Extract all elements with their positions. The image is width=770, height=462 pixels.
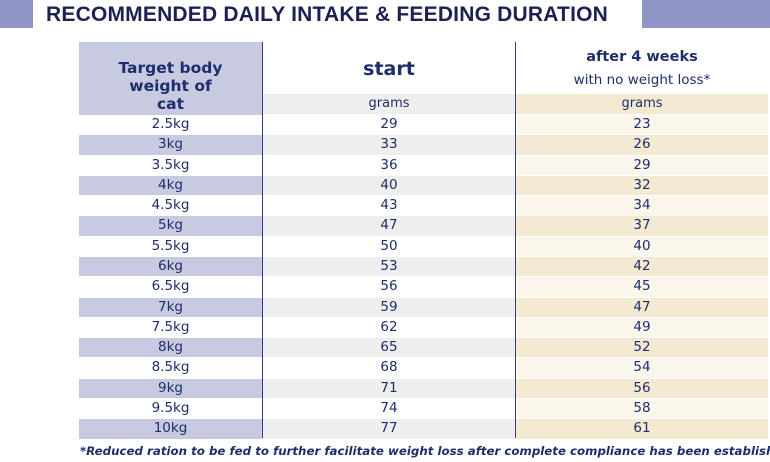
footnote: *Reduced ration to be fed to further fac…	[80, 444, 770, 458]
column-divider	[262, 42, 263, 438]
start-cell: 43	[263, 196, 515, 216]
table-row: 8kg 65 52	[79, 338, 768, 358]
table-row: 6kg 53 42	[79, 256, 768, 277]
after-cell: 49	[516, 317, 768, 338]
weight-cell: 10kg	[79, 419, 262, 439]
start-cell: 53	[263, 256, 515, 277]
weight-column-header: Target body weight of cat	[118, 59, 223, 113]
table-row: 5kg 47 37	[79, 216, 768, 236]
title-bar-right	[642, 0, 770, 28]
weight-cell: 8.5kg	[79, 358, 262, 378]
start-cell: 59	[263, 297, 515, 317]
weight-cell: 7.5kg	[79, 317, 262, 338]
after-cell: 40	[516, 236, 768, 257]
table-row: 4kg 40 32	[79, 175, 768, 196]
table-row: 7kg 59 47	[79, 297, 768, 317]
table-row: 3kg 33 26	[79, 135, 768, 155]
start-column-header: start	[363, 58, 415, 80]
start-cell: 65	[263, 338, 515, 358]
weight-cell: 6.5kg	[79, 277, 262, 297]
after-cell: 34	[516, 196, 768, 216]
start-cell: 77	[263, 419, 515, 439]
after-cell: 26	[516, 135, 768, 155]
weight-cell: 9.5kg	[79, 398, 262, 419]
start-cell: 40	[263, 175, 515, 196]
after-cell: 61	[516, 419, 768, 439]
after-cell: 52	[516, 338, 768, 358]
table-row: 9.5kg 74 58	[79, 398, 768, 419]
start-cell: 33	[263, 135, 515, 155]
after-cell: 42	[516, 256, 768, 277]
start-cell: 29	[263, 115, 515, 135]
intake-table: 2.5kg 29 23 3kg 33 26 3.5kg 36 29 4kg 40 32 4.5k…	[79, 115, 768, 440]
start-cell: 50	[263, 236, 515, 257]
weight-cell: 8kg	[79, 338, 262, 358]
weight-cell: 4kg	[79, 175, 262, 196]
table-row: 10kg 77 61	[79, 419, 768, 439]
table-row: 4.5kg 43 34	[79, 196, 768, 216]
page-title: RECOMMENDED DAILY INTAKE & FEEDING DURAT…	[46, 3, 609, 26]
start-cell: 74	[263, 398, 515, 419]
start-cell: 62	[263, 317, 515, 338]
table-row: 9kg 71 56	[79, 378, 768, 399]
table-row: 5.5kg 50 40	[79, 236, 768, 257]
weight-column-header-bg	[79, 42, 262, 116]
start-cell: 36	[263, 155, 515, 175]
after-cell: 37	[516, 216, 768, 236]
weight-cell: 3kg	[79, 135, 262, 155]
table-row: 8.5kg 68 54	[79, 358, 768, 378]
after-cell: 54	[516, 358, 768, 378]
after-cell: 58	[516, 398, 768, 419]
weight-cell: 2.5kg	[79, 115, 262, 135]
start-cell: 47	[263, 216, 515, 236]
start-cell: 68	[263, 358, 515, 378]
weight-cell: 5.5kg	[79, 236, 262, 257]
after-cell: 23	[516, 115, 768, 135]
weight-cell: 6kg	[79, 256, 262, 277]
weight-cell: 9kg	[79, 378, 262, 399]
start-cell: 71	[263, 378, 515, 399]
column-divider	[515, 42, 516, 438]
after-unit-label: grams	[516, 94, 768, 114]
weight-cell: 4.5kg	[79, 196, 262, 216]
after-cell: 47	[516, 297, 768, 317]
after-cell: 56	[516, 378, 768, 399]
after-column-subheader: with no weight loss*	[573, 72, 711, 88]
after-cell: 32	[516, 175, 768, 196]
start-cell: 56	[263, 277, 515, 297]
weight-cell: 3.5kg	[79, 155, 262, 175]
table-row: 6.5kg 56 45	[79, 277, 768, 297]
table-row: 7.5kg 62 49	[79, 317, 768, 338]
table-row: 3.5kg 36 29	[79, 155, 768, 175]
after-column-header: after 4 weeks	[586, 49, 698, 65]
weight-cell: 5kg	[79, 216, 262, 236]
title-bar-left	[0, 0, 33, 28]
weight-cell: 7kg	[79, 297, 262, 317]
table-row: 2.5kg 29 23	[79, 115, 768, 135]
after-cell: 29	[516, 155, 768, 175]
start-unit-label: grams	[263, 94, 515, 114]
after-cell: 45	[516, 277, 768, 297]
